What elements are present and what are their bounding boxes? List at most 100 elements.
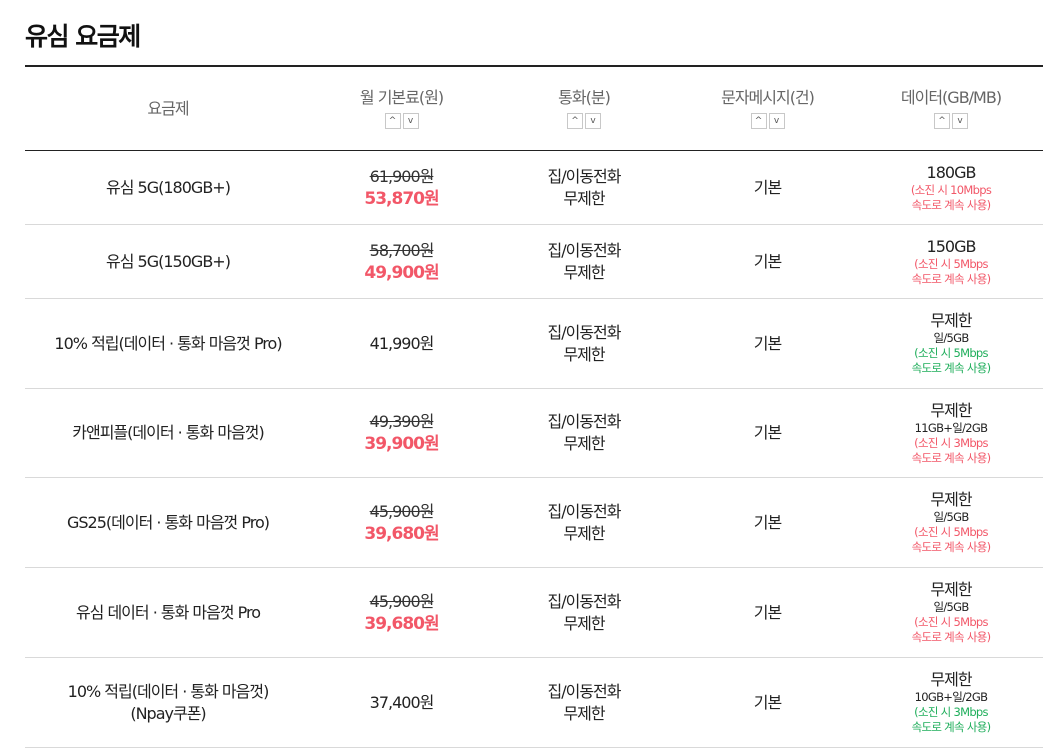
call-cell: 집/이동전화 무제한 bbox=[492, 225, 676, 298]
sort-controls: ^ v bbox=[384, 113, 419, 129]
price-cell: 45,900원 39,680원 bbox=[311, 478, 492, 567]
call-cell: 집/이동전화 무제한 bbox=[492, 151, 676, 224]
data-cell: 150GB (소진 시 5Mbps 속도로 계속 사용) bbox=[859, 225, 1043, 298]
call-amount: 무제한 bbox=[563, 344, 605, 364]
data-daily: 일/5GB bbox=[933, 510, 969, 524]
price-cell: 45,900원 39,680원 bbox=[311, 568, 492, 657]
plan-name-cell: 10% 적립(데이터 · 통화 마음껏 Pro) bbox=[25, 299, 311, 388]
call-type: 집/이동전화 bbox=[547, 322, 622, 342]
column-header-price: 월 기본료(원) ^ v bbox=[311, 67, 492, 150]
plan-name-line: GS25(데이터 · 통화 마음껏 Pro) bbox=[67, 512, 270, 532]
monthly-price: 37,400원 bbox=[369, 692, 435, 712]
sort-descending-button[interactable]: v bbox=[952, 113, 968, 129]
sort-ascending-button[interactable]: ^ bbox=[750, 113, 767, 129]
column-header-call: 통화(분) ^ v bbox=[492, 67, 676, 150]
sale-price: 49,900원 bbox=[364, 262, 439, 283]
sale-price: 39,680원 bbox=[364, 523, 439, 544]
call-cell: 집/이동전화 무제한 bbox=[492, 478, 676, 567]
sort-descending-button[interactable]: v bbox=[402, 113, 419, 129]
column-header-plan: 요금제 bbox=[25, 67, 311, 150]
plan-name-cell: 유심 5G(150GB+) bbox=[25, 225, 311, 298]
call-amount: 무제한 bbox=[563, 613, 605, 633]
plan-name-line: 유심 5G(180GB+) bbox=[106, 177, 231, 197]
data-throttle-note: 속도로 계속 사용) bbox=[911, 197, 992, 212]
table-row[interactable]: 10% 적립(데이터 · 통화 마음껏 Pro) 41,990원 집/이동전화 무제한… bbox=[25, 299, 1043, 389]
column-header-label: 문자메시지(건) bbox=[721, 88, 815, 107]
sale-price: 39,680원 bbox=[364, 613, 439, 634]
call-amount: 무제한 bbox=[563, 523, 605, 543]
sort-ascending-button[interactable]: ^ bbox=[384, 113, 401, 129]
table-row[interactable]: 유심 5G(180GB+) 61,900원 53,870원 집/이동전화 무제한 기본 18… bbox=[25, 151, 1043, 225]
original-price: 49,390원 bbox=[369, 412, 435, 431]
sort-ascending-button[interactable]: ^ bbox=[934, 113, 950, 129]
plan-name-cell: 카앤피플(데이터 · 통화 마음껏) bbox=[25, 389, 311, 477]
sms-cell: 기본 bbox=[676, 658, 859, 747]
sms-amount: 기본 bbox=[753, 177, 782, 197]
plan-table: 요금제 월 기본료(원) ^ v 통화(분) ^ v 문자메시지(건) ^ v … bbox=[25, 65, 1043, 748]
plan-name-cell: GS25(데이터 · 통화 마음껏 Pro) bbox=[25, 478, 311, 567]
plan-name-line: 유심 5G(150GB+) bbox=[106, 251, 231, 271]
sale-price: 53,870원 bbox=[364, 188, 439, 209]
data-amount: 180GB bbox=[926, 162, 977, 182]
data-amount: 150GB bbox=[926, 236, 977, 256]
sms-amount: 기본 bbox=[753, 602, 782, 622]
data-daily: 일/5GB bbox=[933, 600, 969, 614]
price-cell: 41,990원 bbox=[311, 299, 492, 388]
plan-name-line: (Npay쿠폰) bbox=[130, 703, 206, 723]
original-price: 45,900원 bbox=[369, 501, 435, 521]
data-throttle-note: (소진 시 5Mbps bbox=[914, 525, 988, 539]
data-amount: 무제한 bbox=[930, 580, 972, 599]
data-daily: 11GB+일/2GB bbox=[914, 420, 988, 435]
sms-cell: 기본 bbox=[676, 568, 859, 657]
call-cell: 집/이동전화 무제한 bbox=[492, 568, 676, 657]
call-type: 집/이동전화 bbox=[547, 166, 622, 186]
sms-cell: 기본 bbox=[676, 225, 859, 298]
sort-controls: ^ v bbox=[750, 113, 785, 129]
sms-cell: 기본 bbox=[676, 299, 859, 388]
sort-descending-button[interactable]: v bbox=[768, 113, 785, 129]
table-body: 유심 5G(180GB+) 61,900원 53,870원 집/이동전화 무제한 기본 18… bbox=[25, 151, 1043, 748]
price-cell: 61,900원 53,870원 bbox=[311, 151, 492, 224]
call-type: 집/이동전화 bbox=[547, 591, 622, 611]
call-cell: 집/이동전화 무제한 bbox=[492, 299, 676, 388]
data-throttle-note: (소진 시 10Mbps bbox=[910, 182, 992, 197]
data-cell: 무제한 10GB+일/2GB (소진 시 3Mbps 속도로 계속 사용) bbox=[859, 658, 1043, 747]
sms-amount: 기본 bbox=[753, 423, 782, 442]
table-row[interactable]: 10% 적립(데이터 · 통화 마음껏) (Npay쿠폰) 37,400원 집/이동전… bbox=[25, 658, 1043, 748]
data-throttle-note: 속도로 계속 사용) bbox=[911, 450, 992, 465]
data-throttle-note: 속도로 계속 사용) bbox=[911, 720, 992, 734]
plan-name-cell: 10% 적립(데이터 · 통화 마음껏) (Npay쿠폰) bbox=[25, 658, 311, 747]
column-header-label: 통화(분) bbox=[558, 88, 611, 107]
sort-controls: ^ v bbox=[567, 113, 601, 129]
original-price: 61,900원 bbox=[369, 166, 435, 186]
column-header-label: 월 기본료(원) bbox=[359, 88, 444, 107]
sort-descending-button[interactable]: v bbox=[585, 113, 601, 129]
column-header-label: 데이터(GB/MB) bbox=[900, 88, 1002, 107]
call-amount: 무제한 bbox=[563, 703, 605, 723]
column-header-sms: 문자메시지(건) ^ v bbox=[676, 67, 859, 150]
call-amount: 무제한 bbox=[563, 188, 605, 208]
data-throttle-note: (소진 시 5Mbps bbox=[914, 615, 988, 629]
price-cell: 49,390원 39,900원 bbox=[311, 389, 492, 477]
data-throttle-note: (소진 시 5Mbps bbox=[914, 346, 988, 360]
data-amount: 무제한 bbox=[930, 490, 972, 509]
sms-amount: 기본 bbox=[753, 333, 782, 353]
data-cell: 180GB (소진 시 10Mbps 속도로 계속 사용) bbox=[859, 151, 1043, 224]
sale-price: 39,900원 bbox=[364, 434, 439, 454]
table-row[interactable]: 유심 데이터 · 통화 마음껏 Pro 45,900원 39,680원 집/이동전화 무… bbox=[25, 568, 1043, 658]
sms-cell: 기본 bbox=[676, 478, 859, 567]
call-amount: 무제한 bbox=[563, 434, 605, 453]
monthly-price: 41,990원 bbox=[369, 333, 435, 353]
sort-ascending-button[interactable]: ^ bbox=[567, 113, 583, 129]
table-row[interactable]: GS25(데이터 · 통화 마음껏 Pro) 45,900원 39,680원 집/이동… bbox=[25, 478, 1043, 568]
call-type: 집/이동전화 bbox=[547, 412, 622, 431]
table-row[interactable]: 유심 5G(150GB+) 58,700원 49,900원 집/이동전화 무제한 기본 15… bbox=[25, 225, 1043, 299]
call-cell: 집/이동전화 무제한 bbox=[492, 658, 676, 747]
table-header: 요금제 월 기본료(원) ^ v 통화(분) ^ v 문자메시지(건) ^ v … bbox=[25, 67, 1043, 151]
sms-amount: 기본 bbox=[753, 251, 782, 271]
data-throttle-note: 속도로 계속 사용) bbox=[911, 630, 992, 644]
plan-name-cell: 유심 데이터 · 통화 마음껏 Pro bbox=[25, 568, 311, 657]
data-throttle-note: 속도로 계속 사용) bbox=[911, 361, 992, 375]
